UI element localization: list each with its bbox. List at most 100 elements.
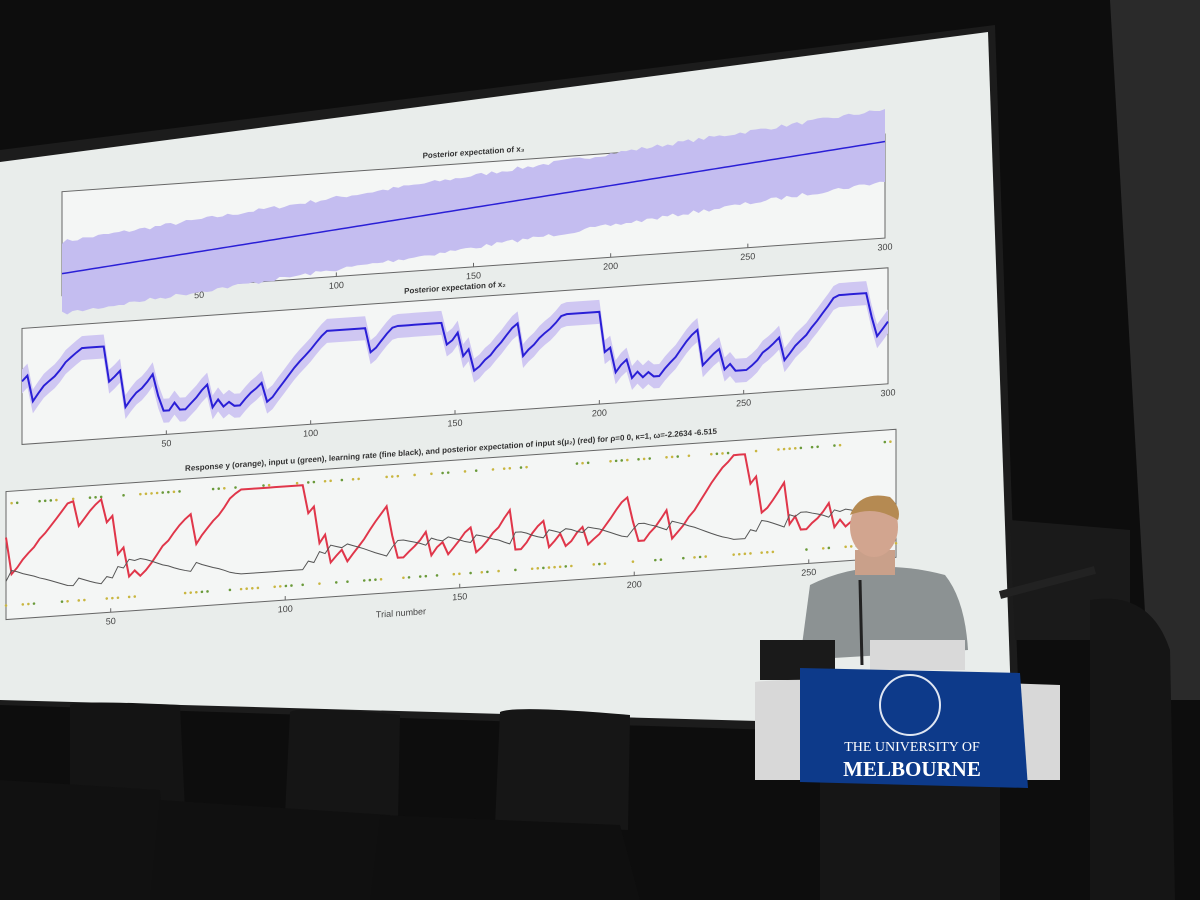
input-dot [637,458,640,461]
input-dot [195,590,198,594]
input-dot [687,454,691,458]
input-dot [894,541,898,545]
input-dot [821,547,825,550]
input-dot [704,555,707,558]
input-dot [161,491,165,494]
input-dot [698,555,702,559]
input-dot [71,497,75,501]
input-dot [150,492,153,495]
input-dot [570,564,573,568]
input-dot [144,492,148,496]
input-dot [223,486,226,490]
presenter-hair [850,495,899,520]
input-dot [732,553,735,556]
microphone [858,579,864,666]
input-dot [547,566,551,569]
input-dot [659,558,663,562]
input-dot [27,602,30,606]
input-dot [273,585,276,589]
input-dot [413,473,416,477]
input-dot [754,449,758,453]
input-dot [306,481,310,484]
input-dot [21,603,25,606]
input-dot [737,552,741,556]
input-dot [189,591,193,594]
input-dot [122,494,125,497]
input-dot [564,565,568,568]
input-dot [480,570,484,574]
input-dot [609,459,612,463]
input-dot [43,499,47,503]
input-dot [614,459,618,463]
input-dot [430,472,433,476]
input-dot [765,550,769,554]
input-dot [709,452,713,456]
input-dot [211,487,215,491]
input-dot [88,496,92,500]
input-dot [267,483,271,487]
input-dot [206,590,209,593]
chair [370,815,640,900]
input-dot [844,545,847,549]
x-tick-label: 50 [194,290,204,301]
input-dot [99,495,103,499]
input-dot [379,578,383,581]
input-dot [530,567,534,571]
input-dot [418,575,422,578]
input-dot [833,444,836,447]
presenter-shirt [800,567,968,660]
input-dot [497,569,500,573]
input-dot [849,545,853,548]
input-dot [139,492,142,496]
input-dot [486,570,489,574]
x-tick-label: 150 [466,270,481,281]
input-dot [441,471,444,475]
input-dot [172,490,176,494]
input-dot [553,565,556,569]
input-dot [620,459,624,462]
input-dot [346,580,349,583]
input-dot [256,586,260,590]
input-dot [676,455,679,458]
input-dot [519,466,523,469]
chair [150,800,400,900]
input-dot [329,479,332,483]
x-tick-label: 200 [592,408,607,419]
input-dot [66,599,69,603]
input-dot [816,445,819,449]
monitor [870,640,965,670]
input-dot [385,475,388,479]
input-dot [715,452,719,456]
x-axis-label: Trial number [376,606,426,619]
input-dot [435,574,439,577]
podium-line1: THE UNIVERSITY OF [844,740,980,755]
input-dot [396,474,400,478]
input-dot [239,587,243,591]
x-tick-label: 250 [736,397,751,408]
chair [495,709,630,830]
input-dot [631,560,635,563]
input-dot [799,446,803,450]
input-dot [133,595,137,598]
input-dot [793,447,797,450]
input-dot [200,590,204,594]
input-dot [536,567,540,570]
input-dot [810,445,814,449]
input-dot [234,486,237,489]
input-dot [111,596,114,600]
input-dot [743,552,747,556]
input-dot [278,585,282,588]
input-dot [368,578,372,582]
input-dot [424,574,428,578]
x-tick-label: 200 [603,261,618,272]
input-dot [390,475,394,478]
input-dot [217,487,221,490]
input-dot [586,461,590,465]
input-dot [374,578,377,582]
input-dot [178,490,181,493]
input-dot [838,443,842,447]
x-tick-label: 250 [801,567,816,578]
input-dot [665,456,668,459]
crest [879,674,941,736]
